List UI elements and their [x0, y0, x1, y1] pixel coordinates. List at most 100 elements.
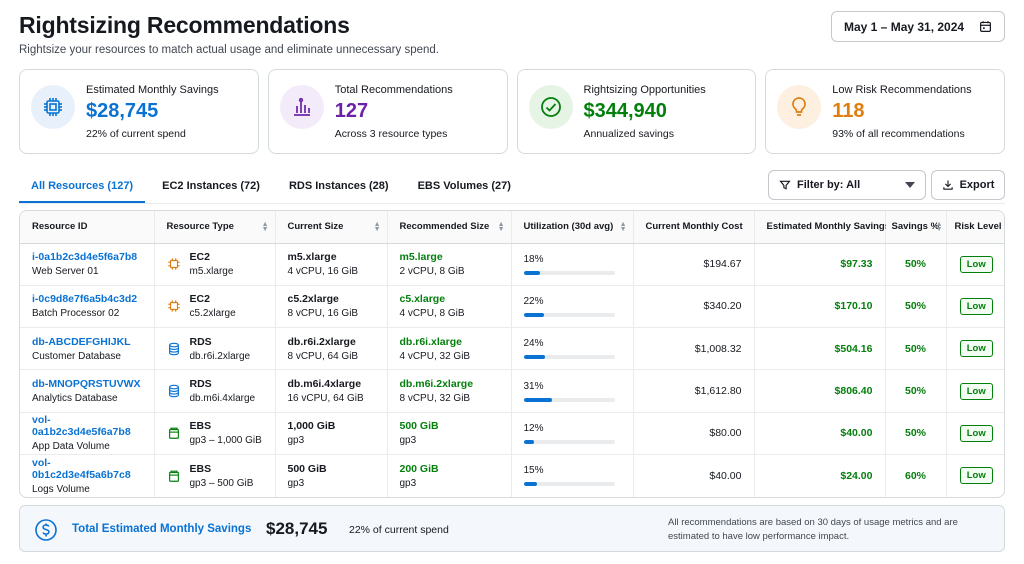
table-row[interactable]: vol-0b1c2d3e4f5a6b7c8 Logs Volume EBS gp3 –… [20, 454, 1004, 497]
cell-utilization: 31% [511, 369, 634, 413]
database-icon [168, 342, 179, 355]
cell-utilization: 22% [511, 285, 634, 329]
card-label: Estimated Monthly Savings [86, 84, 219, 96]
cell-current-cost: $340.20 [633, 285, 755, 329]
table-row[interactable]: vol-0a1b2c3d4e5f6a7b8 App Data Volume EBS g… [20, 412, 1004, 455]
cell-recommended-size: 200 GiB gp3 [387, 454, 512, 497]
recommended-size: db.m6i.2xlarge [399, 378, 474, 391]
utilization-bar-fill [523, 397, 552, 402]
filter-label: Filter by: All [797, 179, 861, 191]
current-size-spec: 8 vCPU, 16 GiB [287, 308, 359, 320]
utilization-value: 24% [523, 338, 544, 350]
cell-utilization: 15% [511, 454, 634, 497]
date-range-picker[interactable]: May 1 – May 31, 2024 [831, 11, 1005, 42]
resource-name: Batch Processor 02 [32, 308, 120, 320]
risk-badge: Low [959, 297, 993, 315]
cell-risk-level: Low [946, 327, 1004, 371]
tab-ebs-volumes[interactable]: EBS Volumes (27) [417, 180, 511, 192]
filter-dropdown[interactable]: Filter by: All [768, 170, 926, 200]
utilization-bar [523, 355, 615, 360]
cell-recommended-size: db.r6i.xlarge 4 vCPU, 32 GiB [387, 327, 512, 371]
card-low-risk: Low Risk Recommendations 118 93% of all … [765, 69, 1005, 154]
cell-resource-id: db-MNOPQRSTUVWX Analytics Database [20, 369, 155, 413]
resource-type: EC2 [189, 293, 210, 306]
column-header[interactable]: Current Monthly Cost [633, 211, 755, 244]
export-button[interactable]: Export [931, 170, 1005, 200]
column-header[interactable]: Utilization (30d avg) ▲ ▼ [511, 211, 634, 244]
card-icon-wrap [528, 85, 573, 129]
tab-all-resources[interactable]: All Resources (127) [19, 172, 146, 204]
resource-id-link[interactable]: db-MNOPQRSTUVWX [32, 378, 141, 391]
column-title: Estimated Monthly Savings [766, 221, 891, 233]
column-header[interactable]: Current Size ▲ ▼ [275, 211, 388, 244]
cell-savings-percent: 50% [885, 369, 947, 413]
resource-id-link[interactable]: vol-0b1c2d3e4f5a6b7c8 [32, 456, 131, 481]
cell-current-size: 1,000 GiB gp3 [275, 412, 388, 455]
table-row[interactable]: i-0c9d8e7f6a5b4c3d2 Batch Processor 02 EC2… [20, 285, 1004, 329]
recommended-size: db.r6i.xlarge [399, 335, 462, 348]
card-label: Low Risk Recommendations [832, 84, 972, 96]
table-row[interactable]: i-0a1b2c3d4e5f6a7b8 Web Server 01 EC2 m5.xl… [20, 243, 1004, 286]
column-header[interactable]: Resource Type ▲ ▼ [154, 211, 276, 244]
resource-tabs: All Resources (127) EC2 Instances (72) R… [19, 172, 528, 204]
cell-current-cost: $40.00 [633, 454, 755, 497]
resource-type: EC2 [189, 251, 210, 264]
cell-resource-id: vol-0a1b2c3d4e5f6a7b8 App Data Volume [20, 412, 155, 455]
resource-type-sub: m5.xlarge [189, 266, 234, 278]
filter-icon [779, 180, 791, 190]
resource-id-link[interactable]: i-0a1b2c3d4e5f6a7b8 [32, 251, 138, 264]
column-header[interactable]: Risk Level [946, 211, 1004, 244]
table-row[interactable]: db-MNOPQRSTUVWX Analytics Database RDS db.m… [20, 369, 1004, 413]
utilization-bar [523, 312, 615, 317]
utilization-bar [523, 439, 615, 444]
tab-ec2-instances[interactable]: EC2 Instances (72) [162, 180, 260, 192]
card-total-recommendations: Total Recommendations 127 Across 3 resou… [267, 69, 508, 154]
utilization-value: 15% [523, 465, 544, 477]
resource-type: EBS [189, 420, 212, 433]
column-header[interactable]: Savings % ▲ ▼ [885, 211, 947, 244]
cell-estimated-savings: $806.40 [754, 369, 886, 413]
resource-type-sub: gp3 – 1,000 GiB [189, 435, 262, 447]
tab-rds-instances[interactable]: RDS Instances (28) [288, 180, 389, 192]
resource-id-link[interactable]: vol-0a1b2c3d4e5f6a7b8 [32, 414, 131, 439]
table-row[interactable]: db-ABCDEFGHIJKL Customer Database RDS db.r6… [20, 327, 1004, 371]
resource-type-sub: db.r6i.2xlarge [189, 350, 251, 362]
savings-summary-footer: Total Estimated Monthly Savings $28,745 … [19, 505, 1005, 552]
resource-id-link[interactable]: i-0c9d8e7f6a5b4c3d2 [32, 293, 138, 306]
resource-type-sub: gp3 – 500 GiB [189, 477, 254, 489]
cpu-chip-icon [44, 98, 62, 116]
resource-name: Logs Volume [32, 483, 90, 495]
card-estimated-savings: Estimated Monthly Savings $28,745 22% of… [19, 69, 259, 154]
cell-resource-type: RDS db.r6i.2xlarge [154, 327, 276, 371]
current-size: db.m6i.4xlarge [287, 378, 362, 391]
resource-type: EBS [189, 462, 212, 475]
export-label: Export [959, 179, 995, 191]
recommended-size-spec: 4 vCPU, 32 GiB [399, 350, 471, 362]
card-value: $28,745 [86, 100, 159, 122]
current-size: 1,000 GiB [287, 420, 336, 433]
cell-current-size: c5.2xlarge 8 vCPU, 16 GiB [275, 285, 388, 329]
resource-type: RDS [189, 335, 212, 348]
column-header[interactable]: Recommended Size ▲ ▼ [387, 211, 512, 244]
cell-utilization: 24% [511, 327, 634, 371]
resource-type-sub: db.m6i.4xlarge [189, 393, 256, 405]
footer-label: Total Estimated Monthly Savings [72, 523, 252, 535]
column-header[interactable]: Estimated Monthly Savings [754, 211, 890, 244]
sort-icon: ▲ ▼ [497, 221, 505, 233]
card-value: 127 [334, 100, 369, 122]
cell-current-cost: $1,008.32 [633, 327, 755, 371]
risk-badge: Low [959, 467, 993, 485]
column-title: Risk Level [954, 221, 1002, 233]
sort-icon: ▲ ▼ [619, 221, 627, 233]
column-header[interactable]: Resource ID [20, 211, 155, 244]
cell-resource-id: vol-0b1c2d3e4f5a6b7c8 Logs Volume [20, 454, 155, 497]
check-circle-icon [540, 97, 561, 117]
recommended-size: c5.xlarge [399, 293, 446, 306]
column-title: Resource Type [166, 221, 234, 233]
current-size-spec: gp3 [287, 435, 305, 447]
cell-estimated-savings: $97.33 [754, 243, 886, 286]
resource-id-link[interactable]: db-ABCDEFGHIJKL [32, 335, 131, 348]
page-title: Rightsizing Recommendations [19, 12, 350, 38]
footer-sub: 22% of current spend [349, 524, 449, 536]
risk-badge: Low [959, 424, 993, 442]
